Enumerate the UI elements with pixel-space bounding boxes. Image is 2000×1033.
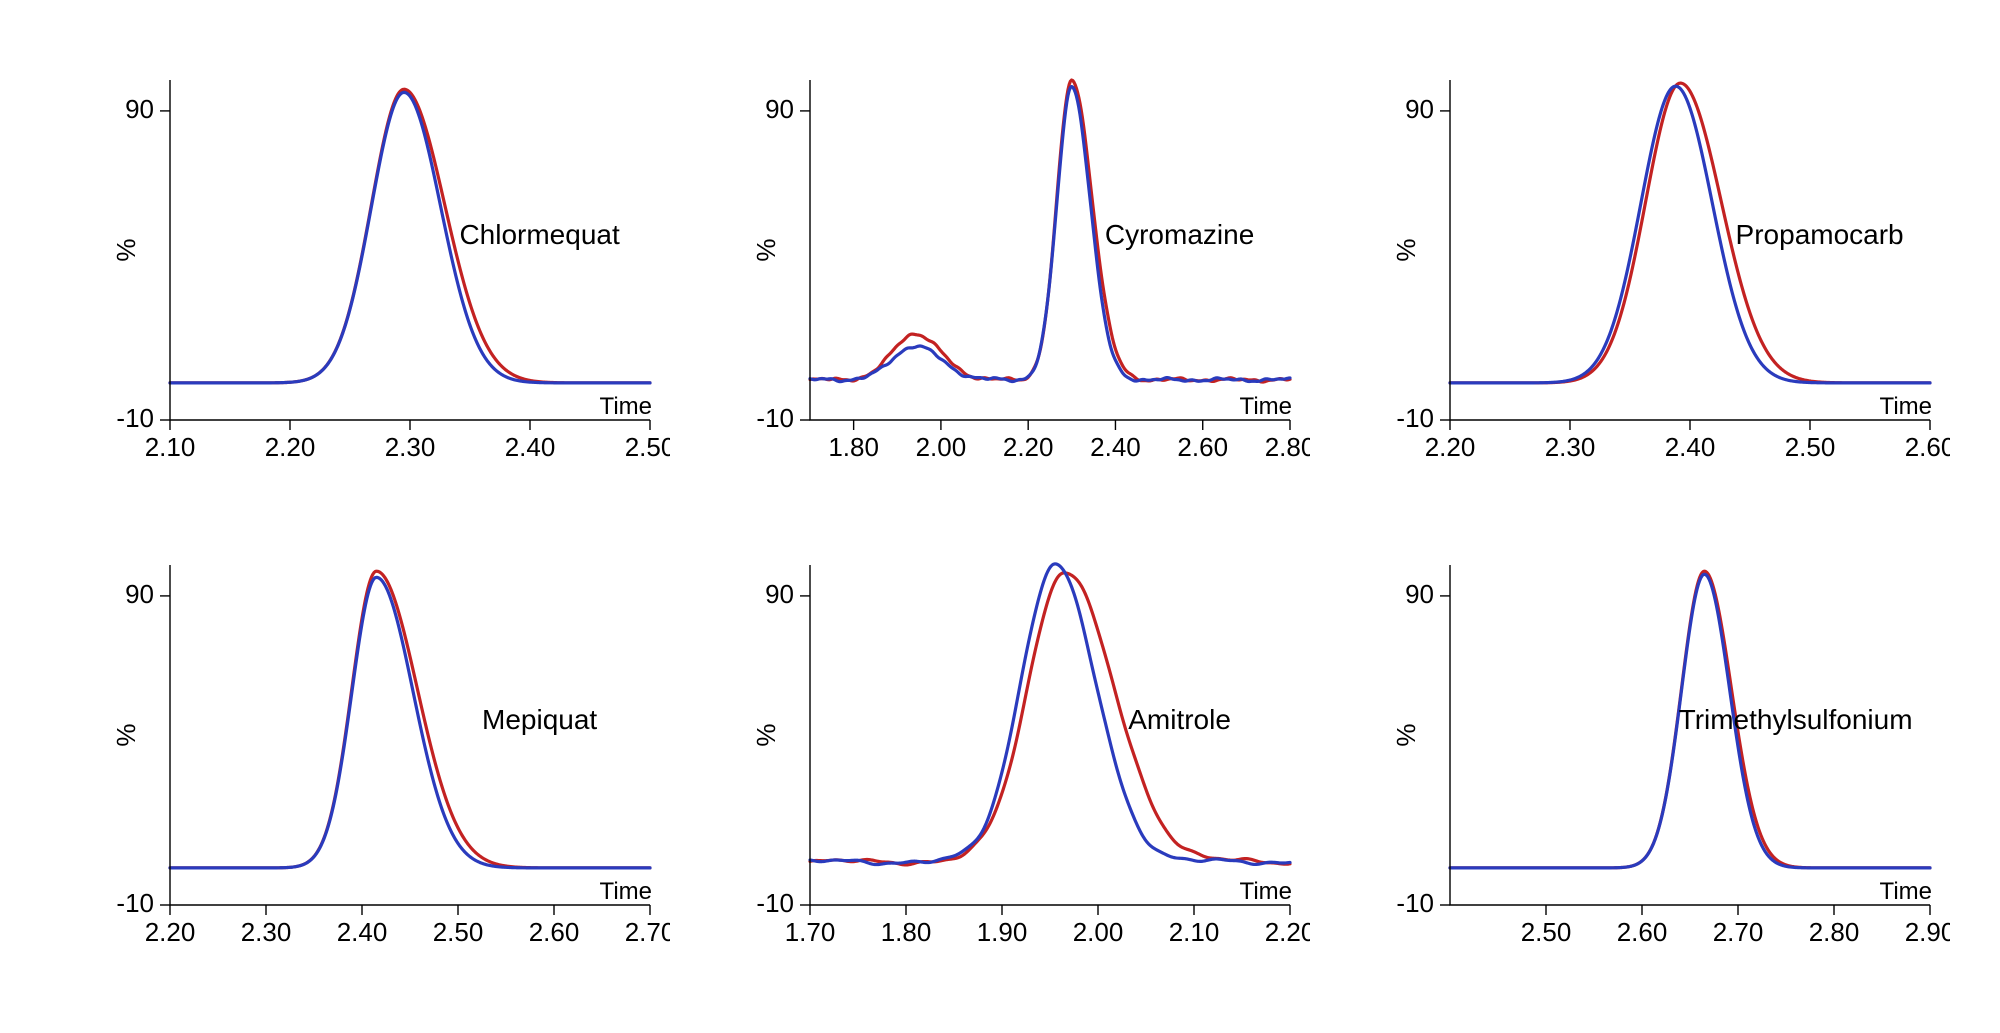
x-tick-label: 1.80	[828, 432, 879, 462]
y-tick-label: -10	[116, 888, 154, 918]
chromatogram-panel: -10 90% 2.20 2.30 2.40 2.50 2.60 Time Propamocar…	[1390, 60, 1950, 480]
y-tick-label: -10	[1396, 403, 1434, 433]
y-axis-label: %	[111, 238, 141, 261]
chromatogram-panel: -10 90% 2.20 2.30 2.40 2.50 2.60 2.70 Time Mepiqu…	[110, 545, 670, 965]
y-tick-label: -10	[1396, 888, 1434, 918]
axes	[810, 565, 1290, 905]
axes	[1450, 80, 1930, 420]
x-axis-label: Time	[1880, 393, 1932, 420]
x-tick-label: 2.40	[505, 432, 556, 462]
compound-name-label: Amitrole	[1128, 704, 1231, 735]
chromatogram-svg: -10 90% 2.20 2.30 2.40 2.50 2.60 Time Propamocar…	[1390, 60, 1950, 480]
x-tick-label: 2.60	[529, 917, 580, 947]
x-tick-label: 2.20	[1425, 432, 1476, 462]
compound-name-label: Trimethylsulfonium	[1679, 704, 1913, 735]
chromatogram-svg: -10 90% 1.80 2.00 2.20 2.40 2.60 2.80 Time Cyroma…	[750, 60, 1310, 480]
x-axis-label: Time	[600, 878, 652, 905]
x-tick-label: 2.20	[145, 917, 196, 947]
y-tick-label: 90	[765, 94, 794, 124]
x-tick-label: 2.20	[1003, 432, 1054, 462]
x-tick-label: 2.40	[1665, 432, 1716, 462]
x-tick-label: 2.50	[433, 917, 484, 947]
x-tick-label: 2.30	[385, 432, 436, 462]
y-tick-label: 90	[765, 579, 794, 609]
chromatogram-panel: -10 90% 2.10 2.20 2.30 2.40 2.50 Time Chlormequa…	[110, 60, 670, 480]
chromatogram-svg: -10 90% 1.70 1.80 1.90 2.00 2.10 2.20 Time Amitro…	[750, 545, 1310, 965]
chromatogram-svg: -10 90% 2.10 2.20 2.30 2.40 2.50 Time Chlormequa…	[110, 60, 670, 480]
compound-name-label: Chlormequat	[459, 219, 620, 250]
x-tick-label: 2.70	[1713, 917, 1764, 947]
compound-name-label: Cyromazine	[1105, 219, 1254, 250]
x-tick-label: 2.50	[625, 432, 670, 462]
y-tick-label: 90	[1405, 579, 1434, 609]
x-tick-label: 2.80	[1809, 917, 1860, 947]
x-tick-label: 2.40	[1090, 432, 1141, 462]
x-tick-label: 2.10	[1169, 917, 1220, 947]
axes	[810, 80, 1290, 420]
x-tick-label: 2.20	[1265, 917, 1310, 947]
y-tick-label: -10	[756, 888, 794, 918]
compound-name-label: Propamocarb	[1736, 219, 1904, 250]
x-tick-label: 1.90	[977, 917, 1028, 947]
x-axis-label: Time	[600, 393, 652, 420]
y-tick-label: -10	[116, 403, 154, 433]
y-tick-label: -10	[756, 403, 794, 433]
chromatogram-svg: -10 90% 2.50 2.60 2.70 2.80 2.90 Time Trimethyls…	[1390, 545, 1950, 965]
x-axis-label: Time	[1240, 878, 1292, 905]
x-tick-label: 2.60	[1905, 432, 1950, 462]
y-axis-label: %	[751, 723, 781, 746]
y-axis-label: %	[1391, 238, 1421, 261]
x-tick-label: 2.60	[1177, 432, 1228, 462]
x-tick-label: 2.60	[1617, 917, 1668, 947]
chromatogram-panel: -10 90% 2.50 2.60 2.70 2.80 2.90 Time Trimethyls…	[1390, 545, 1950, 965]
y-axis-label: %	[1391, 723, 1421, 746]
x-tick-label: 2.80	[1265, 432, 1310, 462]
x-tick-label: 2.70	[625, 917, 670, 947]
y-tick-label: 90	[1405, 94, 1434, 124]
chromatogram-grid: -10 90% 2.10 2.20 2.30 2.40 2.50 Time Chlormequa…	[0, 0, 2000, 1033]
chromatogram-svg: -10 90% 2.20 2.30 2.40 2.50 2.60 2.70 Time Mepiqu…	[110, 545, 670, 965]
x-tick-label: 1.80	[881, 917, 932, 947]
chromatogram-panel: -10 90% 1.70 1.80 1.90 2.00 2.10 2.20 Time Amitro…	[750, 545, 1310, 965]
x-tick-label: 2.40	[337, 917, 388, 947]
y-tick-label: 90	[125, 94, 154, 124]
x-tick-label: 2.30	[241, 917, 292, 947]
x-axis-label: Time	[1240, 393, 1292, 420]
y-axis-label: %	[751, 238, 781, 261]
x-tick-label: 2.50	[1785, 432, 1836, 462]
x-tick-label: 2.90	[1905, 917, 1950, 947]
x-axis-label: Time	[1880, 878, 1932, 905]
x-tick-label: 2.00	[1073, 917, 1124, 947]
y-axis-label: %	[111, 723, 141, 746]
x-tick-label: 2.00	[916, 432, 967, 462]
axes	[170, 565, 650, 905]
compound-name-label: Mepiquat	[482, 704, 597, 735]
x-tick-label: 2.50	[1521, 917, 1572, 947]
axes	[170, 80, 650, 420]
x-tick-label: 2.20	[265, 432, 316, 462]
y-tick-label: 90	[125, 579, 154, 609]
chromatogram-panel: -10 90% 1.80 2.00 2.20 2.40 2.60 2.80 Time Cyroma…	[750, 60, 1310, 480]
x-tick-label: 2.30	[1545, 432, 1596, 462]
x-tick-label: 2.10	[145, 432, 196, 462]
x-tick-label: 1.70	[785, 917, 836, 947]
